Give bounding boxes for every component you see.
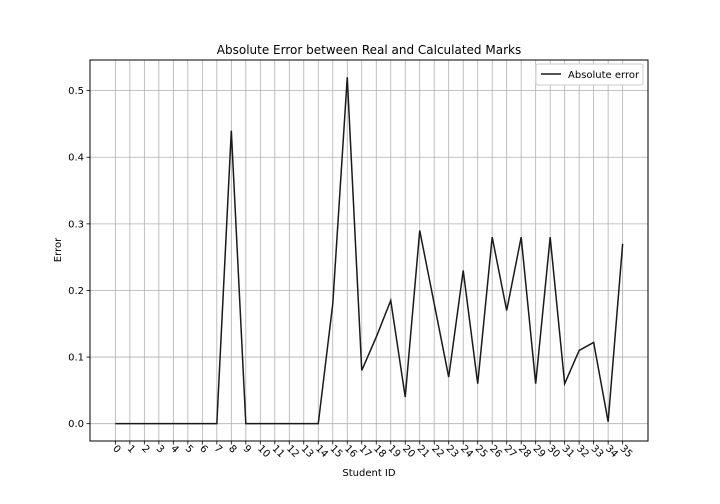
- y-ticks: 0.0 0.1 0.2 0.3 0.4 0.5: [68, 86, 90, 430]
- legend-label-absolute-error: Absolute error: [568, 70, 640, 81]
- y-axis-label: Error: [53, 237, 64, 262]
- x-axis-label: Student ID: [342, 468, 395, 479]
- series-layer: [115, 77, 624, 425]
- legend-box: [535, 63, 644, 86]
- y-tick-label: 0.0: [68, 419, 84, 430]
- grid: [90, 60, 648, 441]
- series-line-absolute-error: [115, 77, 624, 425]
- y-tick-label: 0.1: [68, 353, 84, 364]
- plot-frame: [89, 59, 649, 442]
- y-tick-label: 0.5: [68, 86, 84, 97]
- y-tick-label: 0.3: [68, 219, 84, 230]
- y-tick-label: 0.2: [68, 286, 84, 297]
- chart-title: Absolute Error between Real and Calculat…: [217, 43, 521, 57]
- legend: Absolute error: [535, 63, 644, 86]
- y-tick-label: 0.4: [68, 153, 84, 164]
